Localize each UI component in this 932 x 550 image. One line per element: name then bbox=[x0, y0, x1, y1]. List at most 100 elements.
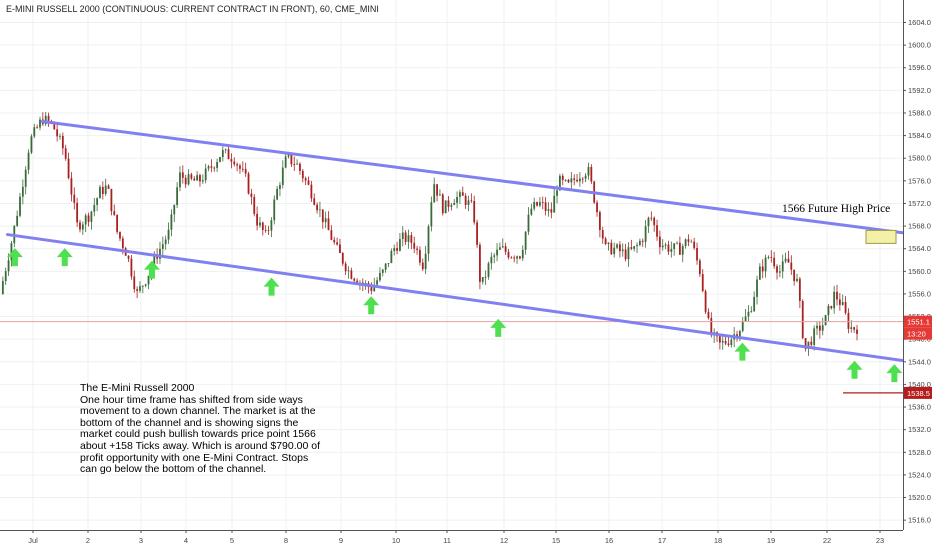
candle-body bbox=[821, 325, 824, 331]
candle-body bbox=[93, 204, 96, 212]
candle-body bbox=[501, 246, 504, 248]
price-tick-label: 1600.0 bbox=[908, 41, 931, 50]
candle-body bbox=[638, 240, 641, 246]
price-tick-label: 1568.0 bbox=[908, 222, 931, 231]
candle-body bbox=[539, 202, 541, 206]
time-tick-label: 4 bbox=[184, 536, 188, 545]
candle-body bbox=[136, 289, 139, 291]
candle-body bbox=[196, 175, 199, 181]
candle-body bbox=[173, 204, 176, 215]
candle-body bbox=[544, 202, 547, 211]
time-tick-label: 2 bbox=[86, 536, 90, 545]
candle-body bbox=[461, 192, 464, 196]
candle-body bbox=[47, 115, 50, 121]
candle-body bbox=[567, 179, 570, 183]
candle-body bbox=[613, 247, 616, 255]
candle-body bbox=[833, 291, 836, 309]
candle-body bbox=[830, 305, 833, 309]
candle-body bbox=[141, 285, 144, 287]
candle-body bbox=[276, 188, 278, 200]
candle-body bbox=[324, 218, 327, 223]
price-tick-label: 1592.0 bbox=[908, 86, 931, 95]
candle-body bbox=[387, 263, 390, 264]
time-axis-bg bbox=[0, 530, 932, 550]
candle-body bbox=[224, 149, 227, 151]
candle-body bbox=[470, 200, 473, 202]
channel-lower-line bbox=[5, 233, 932, 367]
candle-body bbox=[319, 209, 321, 211]
candle-body bbox=[484, 276, 487, 278]
support-arrow-icon bbox=[734, 342, 751, 361]
current-price-badge: 1551.1 bbox=[907, 318, 930, 327]
candle-body bbox=[770, 257, 773, 258]
candle-body bbox=[818, 325, 821, 331]
candle-body bbox=[693, 241, 696, 248]
countdown-badge-bg bbox=[904, 327, 932, 340]
candle-body bbox=[353, 278, 356, 281]
candle-body bbox=[270, 220, 273, 231]
time-tick-label: 15 bbox=[552, 536, 560, 545]
candle-body bbox=[687, 239, 690, 242]
candle-body bbox=[667, 244, 670, 252]
candle-body bbox=[673, 243, 676, 250]
candle-body bbox=[844, 302, 847, 313]
candle-body bbox=[547, 209, 550, 211]
candle-body bbox=[441, 194, 444, 214]
candle-body bbox=[153, 255, 156, 268]
candle-body bbox=[496, 249, 498, 256]
candle-body bbox=[650, 217, 653, 219]
support-arrow-icon bbox=[886, 364, 903, 383]
candle-body bbox=[561, 175, 564, 180]
candle-body bbox=[350, 270, 353, 279]
candle-body bbox=[521, 249, 524, 259]
candle-body bbox=[644, 226, 647, 242]
candle-body bbox=[707, 311, 710, 319]
price-tick-label: 1520.0 bbox=[908, 493, 931, 502]
candle-body bbox=[504, 246, 507, 252]
stop-level-badge-bg bbox=[904, 386, 932, 399]
candle-body bbox=[176, 187, 179, 205]
candle-body bbox=[244, 169, 247, 174]
candle-body bbox=[321, 209, 324, 223]
candle-body bbox=[730, 339, 733, 345]
candle-body bbox=[798, 278, 801, 301]
candle-body bbox=[430, 202, 433, 227]
price-tick-label: 1580.0 bbox=[908, 154, 931, 163]
candle-body bbox=[119, 231, 121, 239]
note-body: One hour time frame has shifted from sid… bbox=[80, 393, 320, 476]
candle-body bbox=[607, 242, 610, 245]
candle-body bbox=[401, 232, 404, 240]
candle-body bbox=[287, 154, 290, 157]
time-axis[interactable]: Jul 2 3 4 5 8 9 10 11 12 15 16 17 18 19 22 23 bbox=[0, 530, 932, 550]
analysis-note: The E-Mini Russell 2000 One hour time fr… bbox=[80, 382, 320, 476]
candle-body bbox=[133, 276, 136, 290]
target-label: 1566 Future High Price bbox=[782, 203, 891, 215]
candle-body bbox=[53, 121, 56, 130]
candle-body bbox=[161, 244, 164, 249]
candle-body bbox=[738, 331, 741, 338]
candle-body bbox=[384, 263, 387, 270]
candle-body bbox=[101, 186, 104, 195]
candle-body bbox=[787, 258, 790, 263]
candle-body bbox=[570, 178, 573, 183]
candle-body bbox=[201, 180, 204, 182]
candle-body bbox=[690, 241, 693, 243]
candle-body bbox=[481, 277, 484, 282]
candle-body bbox=[564, 179, 567, 181]
candle-body bbox=[670, 249, 673, 252]
price-axis[interactable]: 1604.0 1600.0 1596.0 1592.0 1588.0 1584.0 1580… bbox=[903, 0, 932, 550]
price-tick-label: 1604.0 bbox=[908, 18, 931, 27]
candle-body bbox=[684, 239, 687, 247]
candle-body bbox=[213, 167, 216, 169]
candle-body bbox=[290, 154, 293, 165]
candle-body bbox=[419, 249, 421, 263]
candle-body bbox=[87, 215, 90, 222]
candle-body bbox=[764, 257, 767, 272]
support-arrow-icon bbox=[143, 260, 160, 279]
candle-body bbox=[333, 239, 336, 243]
target-box bbox=[865, 229, 897, 244]
candle-body bbox=[701, 274, 704, 292]
stop-level-badge: 1538.5 bbox=[907, 389, 930, 398]
candle-body bbox=[344, 263, 347, 272]
